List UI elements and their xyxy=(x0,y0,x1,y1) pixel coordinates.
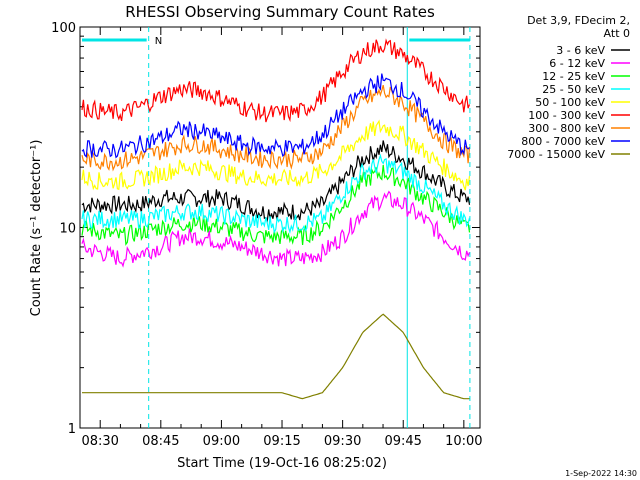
plot-area: 08:30 08:45 09:00 09:15 09:30 09:45 10:00 1 10 10… xyxy=(51,21,482,449)
legend-entry-label: 100 - 300 keV xyxy=(528,109,605,122)
legend-header-line1: Det 3,9, FDecim 2, xyxy=(527,14,630,27)
x-tick-label: 09:30 xyxy=(324,434,361,449)
legend-header-line2: Att 0 xyxy=(604,27,630,40)
x-tick-label: 08:45 xyxy=(142,434,179,449)
y-axis-label: Count Rate (s⁻¹ detector⁻¹) xyxy=(29,140,44,317)
series-line xyxy=(81,84,471,172)
legend-entry-label: 800 - 7000 keV xyxy=(521,135,605,148)
x-tick-label: 09:45 xyxy=(384,434,421,449)
flag-label: N xyxy=(155,36,162,47)
legend-entry-label: 25 - 50 keV xyxy=(542,83,605,96)
y-tick-label: 1 xyxy=(68,422,76,437)
legend-entry-label: 7000 - 15000 keV xyxy=(507,148,605,161)
x-tick-label: 09:15 xyxy=(263,434,300,449)
footer-timestamp: 1-Sep-2022 14:30 xyxy=(565,469,637,478)
series-line xyxy=(81,190,471,268)
series-line xyxy=(81,153,471,235)
series-line xyxy=(81,164,471,246)
legend-entry-label: 6 - 12 keV xyxy=(549,57,605,70)
series-line xyxy=(82,313,470,400)
chart-title: RHESSI Observing Summary Count Rates xyxy=(125,3,435,21)
y-tick-label: 10 xyxy=(59,222,76,237)
y-tick-label: 100 xyxy=(51,21,76,36)
legend-entry-label: 3 - 6 keV xyxy=(556,44,605,57)
legend-entry-label: 12 - 25 keV xyxy=(542,70,605,83)
legend-entry-label: 300 - 800 keV xyxy=(528,122,605,135)
series-line xyxy=(81,119,471,191)
legend-entry-label: 50 - 100 keV xyxy=(535,96,605,109)
x-tick-label: 10:00 xyxy=(445,434,482,449)
x-tick-label: 08:30 xyxy=(81,434,118,449)
series-line xyxy=(81,38,471,123)
x-axis-label: Start Time (19-Oct-16 08:25:02) xyxy=(177,456,387,471)
series-line xyxy=(81,140,471,223)
series-line xyxy=(81,73,470,159)
x-tick-label: 09:00 xyxy=(203,434,240,449)
